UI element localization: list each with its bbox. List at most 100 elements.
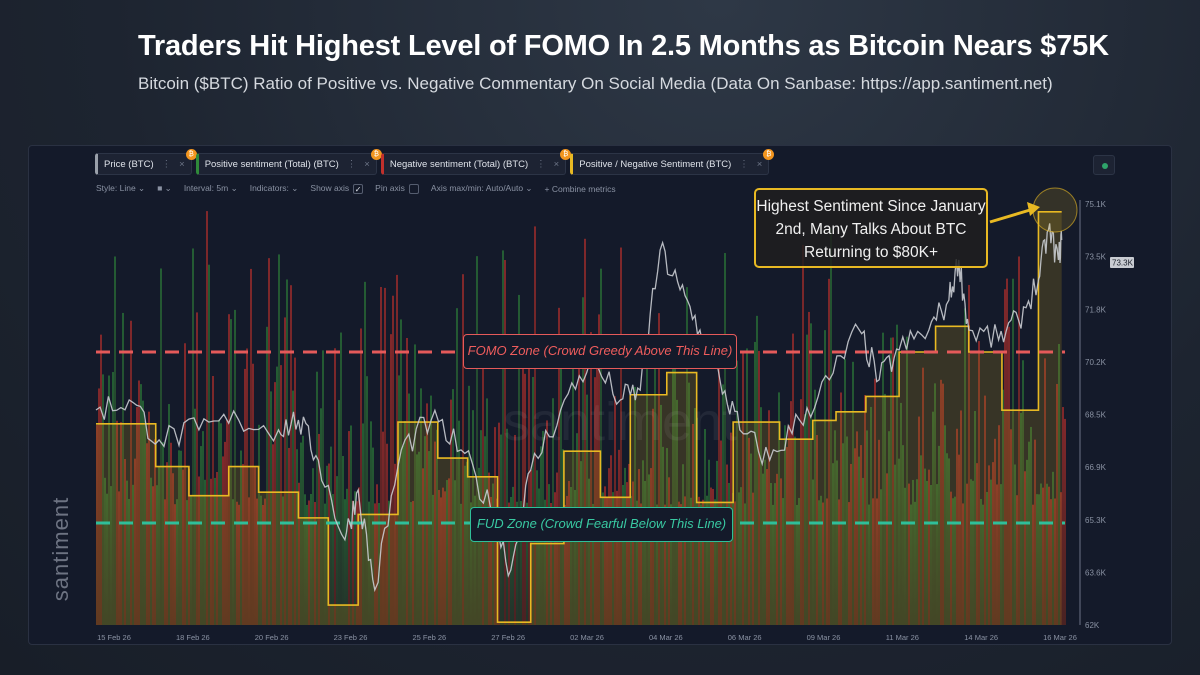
positive-sentiment-bar — [1028, 441, 1030, 625]
positive-sentiment-bar — [260, 495, 262, 625]
close-icon[interactable]: × — [756, 158, 763, 170]
positive-sentiment-bar — [132, 484, 134, 625]
positive-sentiment-bar — [258, 424, 260, 625]
more-menu-icon[interactable]: ⋮ — [346, 158, 357, 170]
metric-tab[interactable]: Positive / Negative Sentiment (BTC) ⋮ × ₿ — [570, 149, 775, 175]
positive-sentiment-bar — [414, 344, 416, 625]
interval-select[interactable]: Interval: 5m ⌄ — [183, 183, 238, 193]
current-price-label: 73.3K — [1112, 259, 1134, 268]
negative-sentiment-bar — [356, 501, 358, 625]
positive-sentiment-bar — [814, 389, 816, 625]
positive-sentiment-bar — [818, 500, 820, 625]
pin-axis-toggle[interactable]: Pin axis — [375, 183, 419, 194]
positive-sentiment-bar — [906, 336, 908, 625]
negative-sentiment-bar — [956, 428, 958, 625]
negative-sentiment-bar — [558, 307, 560, 625]
negative-sentiment-bar — [620, 247, 622, 625]
positive-sentiment-bar — [946, 453, 948, 625]
axis-maxmin-select[interactable]: Axis max/min: Auto/Auto ⌄ — [430, 183, 533, 193]
positive-sentiment-bar — [454, 480, 456, 625]
negative-sentiment-bar — [360, 328, 362, 625]
positive-sentiment-bar — [388, 500, 390, 625]
positive-sentiment-bar — [644, 480, 646, 625]
show-axis-toggle[interactable]: Show axis ✓ — [310, 183, 364, 194]
negative-sentiment-bar — [978, 341, 980, 625]
bitcoin-icon: ₿ — [185, 149, 197, 160]
positive-sentiment-bar — [890, 337, 892, 625]
positive-sentiment-bar — [276, 366, 278, 625]
bitcoin-icon: ₿ — [560, 149, 572, 160]
negative-sentiment-bar — [1018, 256, 1020, 625]
positive-sentiment-bar — [882, 332, 884, 625]
pin-axis-checkbox[interactable] — [408, 183, 419, 194]
indicators-select[interactable]: Indicators: ⌄ — [249, 183, 299, 193]
negative-sentiment-bar — [184, 343, 186, 625]
negative-sentiment-bar — [236, 501, 238, 625]
more-menu-icon[interactable]: ⋮ — [739, 158, 749, 170]
color-select[interactable]: ■ ⌄ — [157, 183, 172, 193]
negative-sentiment-bar — [918, 416, 920, 625]
negative-sentiment-bar — [640, 503, 642, 625]
negative-sentiment-bar — [958, 454, 960, 625]
positive-sentiment-bar — [428, 451, 430, 625]
negative-sentiment-bar — [626, 482, 628, 625]
positive-sentiment-bar — [202, 431, 204, 625]
close-icon[interactable]: × — [553, 158, 560, 170]
close-icon[interactable]: × — [364, 158, 370, 170]
negative-sentiment-bar — [118, 491, 120, 625]
metric-tab[interactable]: Positive sentiment (Total) (BTC) ⋮ × ₿ — [195, 149, 382, 175]
negative-sentiment-bar — [318, 433, 320, 625]
show-axis-label: Show axis — [310, 183, 350, 194]
current-price-badge — [1110, 257, 1134, 268]
negative-sentiment-bar — [632, 481, 634, 625]
negative-sentiment-bar — [566, 495, 568, 625]
live-indicator-button[interactable] — [1093, 155, 1115, 175]
positive-sentiment-bar — [364, 281, 366, 625]
positive-sentiment-bar — [464, 465, 466, 625]
positive-sentiment-bar — [938, 445, 940, 625]
positive-sentiment-bar — [746, 348, 748, 625]
negative-sentiment-bar — [508, 502, 510, 625]
negative-sentiment-bar — [1042, 487, 1044, 625]
negative-sentiment-bar — [522, 364, 524, 625]
x-axis-tick: 09 Mar 26 — [807, 633, 841, 642]
positive-sentiment-bar — [300, 442, 302, 625]
positive-sentiment-bar — [346, 488, 348, 625]
metric-tab[interactable]: Price (BTC) ⋮ × ₿ — [95, 149, 197, 175]
show-axis-checkbox[interactable]: ✓ — [353, 183, 364, 194]
price-axis-tick: 65.3K — [1085, 516, 1107, 525]
more-menu-icon[interactable]: ⋮ — [536, 158, 546, 170]
style-select[interactable]: Style: Line ⌄ — [96, 183, 146, 193]
negative-sentiment-bar — [678, 501, 680, 625]
combine-metrics-button[interactable]: + Combine metrics — [544, 183, 616, 194]
metric-tab[interactable]: Negative sentiment (Total) (BTC) ⋮ × ₿ — [380, 149, 572, 175]
positive-sentiment-bar — [516, 501, 518, 625]
positive-sentiment-bar — [1052, 471, 1054, 625]
positive-sentiment-bar — [700, 504, 702, 625]
negative-sentiment-bar — [1010, 429, 1012, 625]
negative-sentiment-bar — [698, 496, 700, 625]
positive-sentiment-bar — [344, 499, 346, 625]
positive-sentiment-bar — [936, 484, 938, 625]
negative-sentiment-bar — [462, 274, 464, 625]
negative-sentiment-bar — [684, 496, 686, 625]
negative-sentiment-bar — [376, 484, 378, 625]
price-axis-tick: 63.6K — [1085, 568, 1107, 577]
price-axis-tick: 62K — [1085, 621, 1100, 630]
positive-sentiment-bar — [902, 445, 904, 625]
positive-sentiment-bar — [312, 468, 314, 625]
negative-sentiment-bar — [594, 377, 596, 625]
negative-sentiment-bar — [604, 486, 606, 625]
fomo-zone-label: FOMO Zone (Crowd Greedy Above This Line) — [463, 334, 737, 369]
price-axis-tick: 73.5K — [1085, 253, 1107, 262]
negative-sentiment-bar — [752, 492, 754, 625]
close-icon[interactable]: × — [179, 158, 185, 170]
more-menu-icon[interactable]: ⋮ — [161, 158, 172, 170]
positive-sentiment-bar — [744, 503, 746, 625]
positive-sentiment-bar — [574, 489, 576, 625]
negative-sentiment-bar — [148, 411, 150, 625]
positive-sentiment-bar — [728, 482, 730, 625]
negative-sentiment-bar — [598, 314, 600, 625]
negative-sentiment-bar — [1006, 278, 1008, 625]
positive-sentiment-bar — [476, 256, 478, 625]
